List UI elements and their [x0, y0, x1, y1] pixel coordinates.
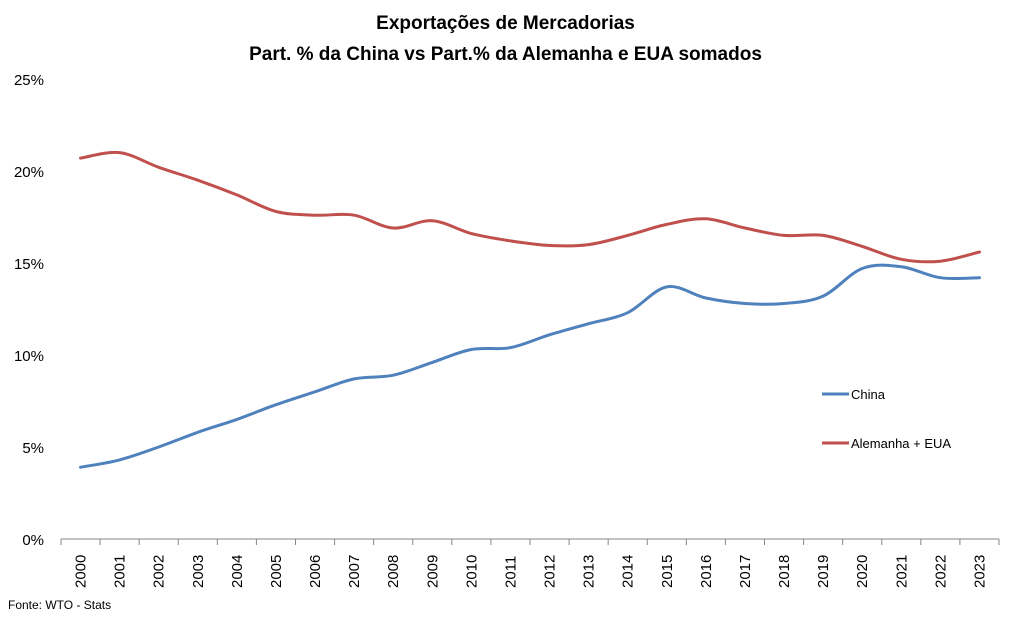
data-point-alemanha-eua [665, 223, 668, 226]
data-point-alemanha-eua [783, 234, 786, 237]
data-point-alemanha-eua [861, 245, 864, 248]
data-point-alemanha-eua [431, 219, 434, 222]
data-point-china [744, 302, 747, 305]
x-tick-label: 2004 [229, 555, 246, 588]
y-tick-label: 20% [14, 164, 44, 181]
source-note: Fonte: WTO - Stats [8, 598, 112, 612]
legend-label-china: China [851, 387, 886, 402]
x-tick-label: 2021 [893, 555, 910, 588]
data-point-china [431, 361, 434, 364]
x-tick-label: 2009 [424, 555, 441, 588]
data-point-alemanha-eua [118, 151, 121, 154]
x-tick-label: 2016 [698, 555, 715, 588]
x-tick-label: 2002 [151, 555, 168, 588]
chart-subtitle: Part. % da China vs Part.% da Alemanha e… [249, 44, 762, 65]
x-tick-label: 2018 [776, 555, 793, 588]
data-point-alemanha-eua [392, 227, 395, 230]
x-tick-label: 2008 [385, 555, 402, 588]
data-point-china [548, 333, 551, 336]
data-point-alemanha-eua [79, 157, 82, 160]
x-tick-label: 2010 [463, 555, 480, 588]
data-point-alemanha-eua [157, 166, 160, 169]
x-tick-label: 2013 [581, 555, 598, 588]
data-point-china [196, 431, 199, 434]
data-point-china [626, 311, 629, 314]
x-tick-label: 2022 [932, 555, 949, 588]
data-point-china [275, 403, 278, 406]
data-point-alemanha-eua [939, 260, 942, 263]
data-point-alemanha-eua [235, 193, 238, 196]
data-point-alemanha-eua [548, 244, 551, 247]
data-point-china [235, 418, 238, 421]
data-point-china [587, 322, 590, 325]
x-tick-label: 2005 [268, 555, 285, 588]
chart-title: Exportações de Mercadorias [376, 13, 635, 34]
data-point-alemanha-eua [900, 258, 903, 261]
x-tick-label: 2011 [502, 556, 519, 588]
y-tick-label: 10% [14, 348, 44, 365]
x-tick-label: 2012 [542, 555, 559, 588]
data-point-alemanha-eua [353, 214, 356, 217]
x-tick-label: 2020 [854, 555, 871, 588]
data-point-alemanha-eua [587, 243, 590, 246]
data-point-alemanha-eua [626, 234, 629, 237]
data-point-alemanha-eua [978, 251, 981, 254]
series-line-china [79, 263, 981, 469]
data-point-china [822, 295, 825, 298]
y-tick-label: 0% [22, 532, 44, 549]
x-tick-label: 2000 [73, 555, 90, 588]
data-point-china [353, 377, 356, 380]
data-point-china [900, 265, 903, 268]
x-tick-label: 2003 [190, 555, 207, 588]
data-point-china [79, 466, 82, 469]
data-point-alemanha-eua [314, 214, 317, 217]
data-point-china [665, 285, 668, 288]
x-tick-label: 2017 [737, 555, 754, 588]
data-point-alemanha-eua [196, 179, 199, 182]
y-tick-label: 5% [22, 440, 44, 457]
data-point-china [470, 348, 473, 351]
series-line-alemanha-eua [79, 150, 981, 264]
data-point-china [314, 390, 317, 393]
y-tick-label: 25% [14, 72, 44, 89]
x-tick-label: 2014 [620, 555, 637, 588]
x-tick-label: 2007 [346, 555, 363, 588]
data-point-alemanha-eua [275, 210, 278, 213]
data-point-china [978, 276, 981, 279]
x-tick-label: 2001 [112, 555, 129, 588]
legend-label-alemanha-eua: Alemanha + EUA [851, 436, 951, 451]
data-point-china [392, 374, 395, 377]
x-tick-label: 2023 [971, 555, 988, 588]
data-point-china [118, 458, 121, 461]
data-point-china [861, 267, 864, 270]
x-tick-label: 2015 [659, 555, 676, 588]
y-tick-label: 15% [14, 256, 44, 273]
data-point-alemanha-eua [822, 234, 825, 237]
data-point-china [783, 302, 786, 305]
data-point-alemanha-eua [509, 239, 512, 242]
data-point-china [157, 446, 160, 449]
data-point-china [704, 297, 707, 300]
data-point-china [509, 346, 512, 349]
x-tick-label: 2006 [307, 555, 324, 588]
data-point-alemanha-eua [744, 227, 747, 230]
data-point-alemanha-eua [470, 232, 473, 235]
data-point-china [939, 276, 942, 279]
x-tick-label: 2019 [815, 555, 832, 588]
data-point-alemanha-eua [704, 217, 707, 220]
